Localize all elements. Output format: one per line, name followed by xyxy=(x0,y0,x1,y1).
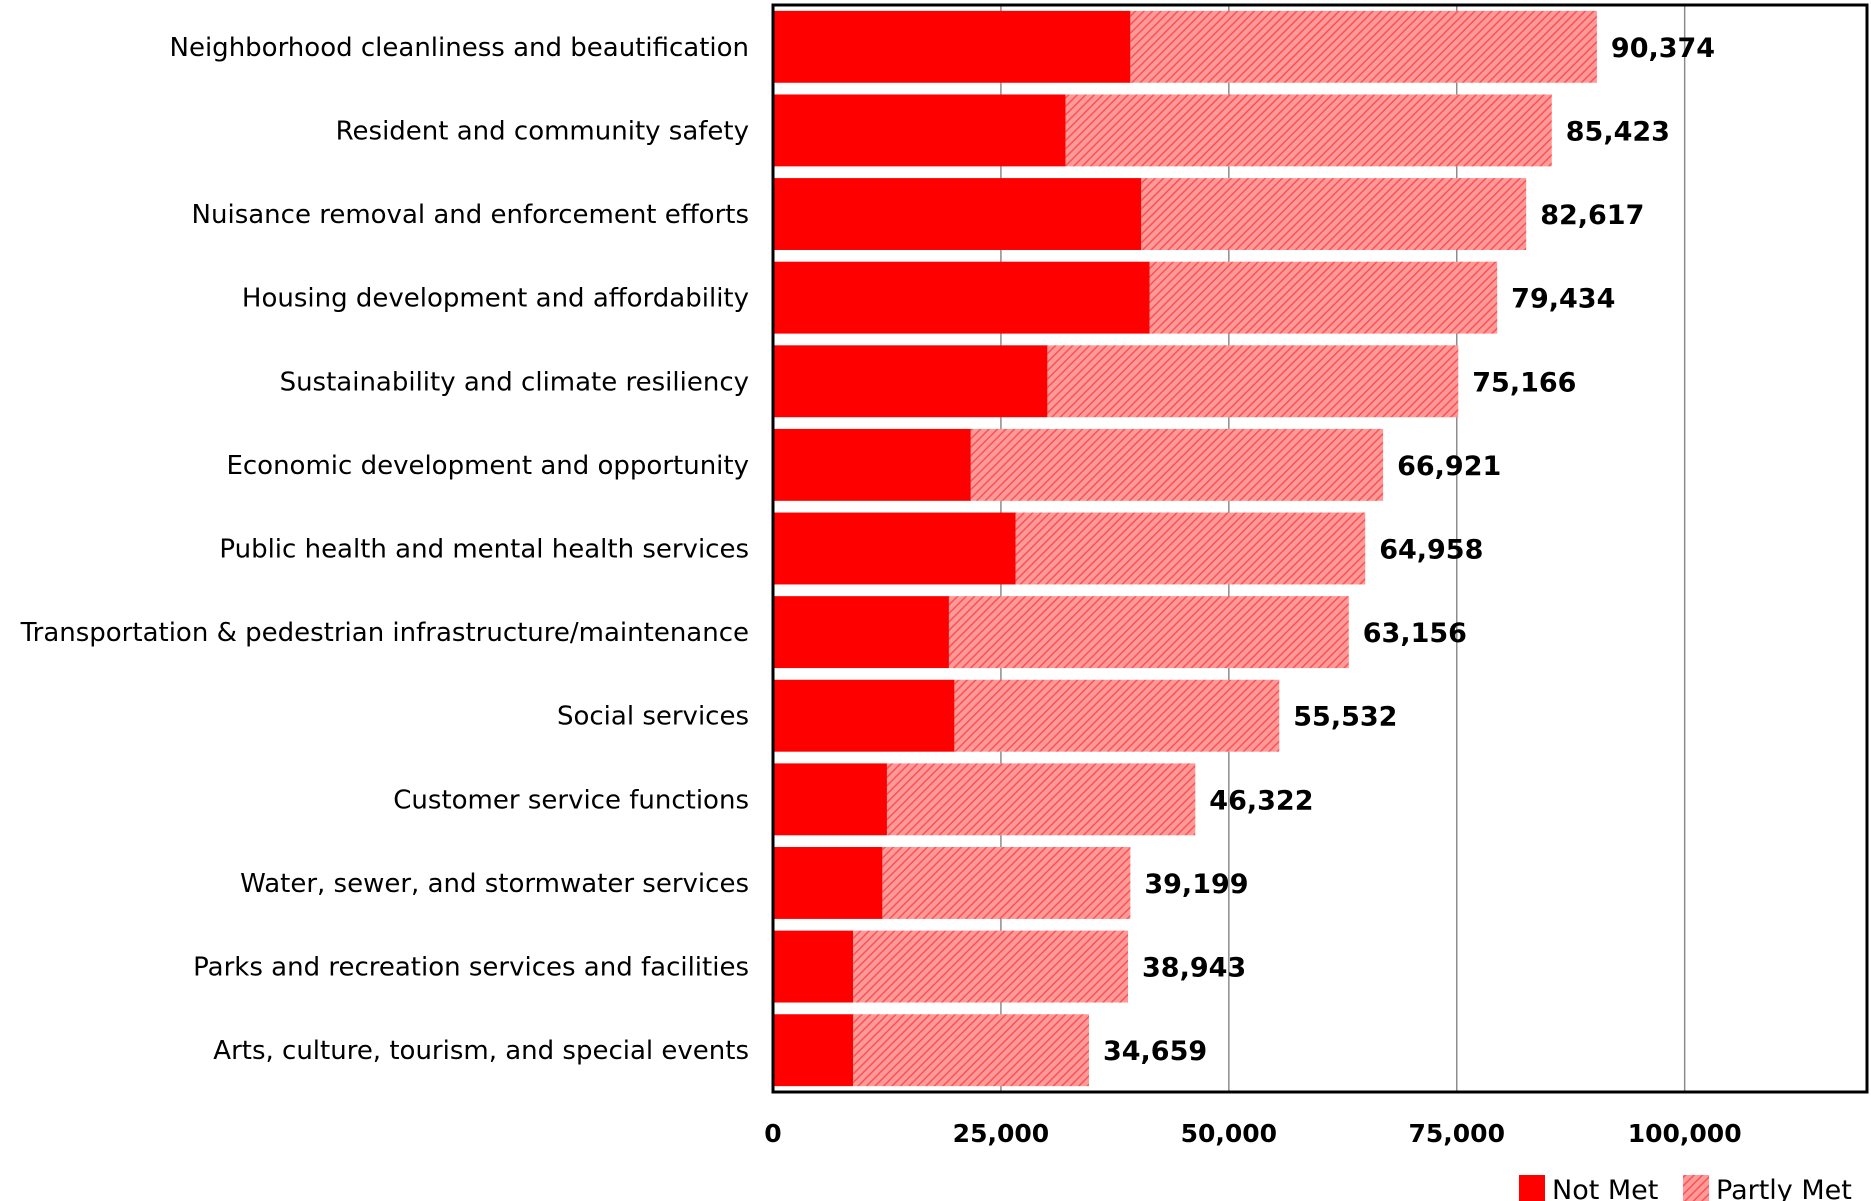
bar-not-met-nuisance-removal-and-enforcement-efforts xyxy=(773,178,1142,250)
legend-label-partly-met: Partly Met xyxy=(1716,1175,1852,1201)
legend-swatch-not-met xyxy=(1519,1175,1545,1201)
bar-partly-met-sustainability-and-climate-resiliency xyxy=(1047,345,1459,418)
bar-partly-met-public-health-and-mental-health-services xyxy=(1015,512,1366,585)
bar-partly-met-social-services xyxy=(954,679,1280,752)
bar-not-met-housing-development-and-affordability xyxy=(773,261,1150,334)
category-label: Housing development and affordability xyxy=(242,284,749,314)
bar-not-met-economic-development-and-opportunity xyxy=(773,428,971,501)
data-label-total: 63,156 xyxy=(1363,618,1467,649)
bar-partly-met-resident-and-community-safety xyxy=(1065,94,1552,167)
bar-partly-met-economic-development-and-opportunity xyxy=(970,428,1384,501)
bar-not-met-resident-and-community-safety xyxy=(773,94,1066,167)
data-label-total: 82,617 xyxy=(1540,200,1644,231)
bar-not-met-water-sewer-and-stormwater-services xyxy=(773,847,883,919)
legend-label-not-met: Not Met xyxy=(1552,1175,1658,1201)
data-label-total: 85,423 xyxy=(1566,116,1670,147)
x-tick-label: 50,000 xyxy=(1181,1119,1277,1148)
category-label: Public health and mental health services xyxy=(219,535,749,565)
bar-partly-met-nuisance-removal-and-enforcement-efforts xyxy=(1141,178,1527,250)
bar-not-met-neighborhood-cleanliness-and-beautification xyxy=(773,10,1131,83)
bar-partly-met-arts-culture-tourism-and-special-events xyxy=(853,1014,1089,1087)
category-label: Customer service functions xyxy=(393,785,749,815)
data-label-total: 46,322 xyxy=(1209,785,1313,816)
data-label-total: 64,958 xyxy=(1379,535,1483,566)
bar-partly-met-parks-and-recreation-services-and-facilities xyxy=(853,930,1129,1003)
bars xyxy=(773,10,1597,1087)
category-label: Neighborhood cleanliness and beautificat… xyxy=(170,33,749,63)
category-label: Social services xyxy=(557,702,749,732)
bar-partly-met-housing-development-and-affordability xyxy=(1149,261,1498,334)
x-tick-label: 75,000 xyxy=(1409,1119,1505,1148)
data-label-total: 55,532 xyxy=(1293,702,1397,733)
category-label: Nuisance removal and enforcement efforts xyxy=(192,200,749,230)
bar-partly-met-neighborhood-cleanliness-and-beautification xyxy=(1130,10,1597,83)
plot-area-frame xyxy=(771,3,1869,1094)
bar-partly-met-customer-service-functions xyxy=(886,763,1196,836)
data-labels: 90,374 85,423 82,617 79,434 75,166 66,921 64,9… xyxy=(1103,33,1715,1067)
category-label: Water, sewer, and stormwater services xyxy=(240,869,749,899)
data-label-total: 38,943 xyxy=(1142,953,1246,984)
legend-swatch-partly-met xyxy=(1683,1175,1709,1201)
data-label-total: 90,374 xyxy=(1611,33,1715,64)
category-labels: Neighborhood cleanliness and beautificat… xyxy=(20,33,749,1066)
category-label: Parks and recreation services and facili… xyxy=(193,953,749,983)
bar-not-met-arts-culture-tourism-and-special-events xyxy=(773,1014,854,1087)
x-axis-tick-labels: 0 25,000 50,000 75,000 100,000 xyxy=(764,1119,1741,1148)
category-label: Arts, culture, tourism, and special even… xyxy=(213,1036,749,1066)
data-label-total: 79,434 xyxy=(1511,284,1615,315)
x-tick-label: 25,000 xyxy=(953,1119,1049,1148)
category-label: Transportation & pedestrian infrastructu… xyxy=(20,618,749,648)
x-tick-label: 100,000 xyxy=(1628,1119,1742,1148)
bar-not-met-transportation-pedestrian-infrastructure-maintenance xyxy=(773,596,949,669)
bar-not-met-public-health-and-mental-health-services xyxy=(773,512,1016,585)
bar-partly-met-transportation-pedestrian-infrastructure-maintenance xyxy=(948,596,1349,669)
bar-not-met-customer-service-functions xyxy=(773,763,887,836)
category-label: Resident and community safety xyxy=(336,116,749,146)
category-label: Sustainability and climate resiliency xyxy=(280,367,749,397)
data-label-total: 75,166 xyxy=(1472,367,1576,398)
legend: Not Met Partly Met xyxy=(1519,1175,1852,1201)
bar-not-met-parks-and-recreation-services-and-facilities xyxy=(773,930,854,1003)
data-label-total: 34,659 xyxy=(1103,1036,1207,1067)
bar-not-met-social-services xyxy=(773,679,955,752)
bar-partly-met-water-sewer-and-stormwater-services xyxy=(882,847,1131,919)
data-label-total: 66,921 xyxy=(1397,451,1501,482)
bar-not-met-sustainability-and-climate-resiliency xyxy=(773,345,1048,418)
x-tick-label: 0 xyxy=(764,1119,781,1148)
category-label: Economic development and opportunity xyxy=(226,451,749,481)
data-label-total: 39,199 xyxy=(1144,869,1248,900)
